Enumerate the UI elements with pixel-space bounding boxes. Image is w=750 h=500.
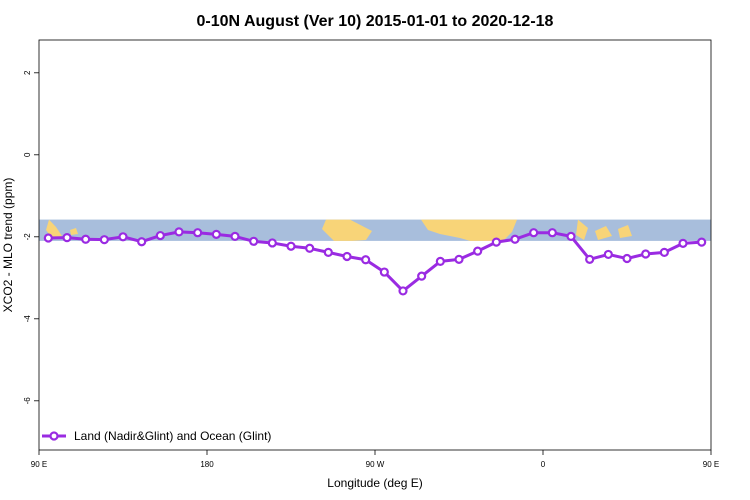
data-point xyxy=(454,254,464,264)
data-point xyxy=(398,286,408,296)
data-point xyxy=(137,237,147,247)
legend: Land (Nadir&Glint) and Ocean (Glint) xyxy=(42,429,271,443)
data-point xyxy=(43,233,53,243)
data-point xyxy=(81,234,91,244)
x-tick-label: 90 E xyxy=(31,460,47,469)
y-axis: 2 0 -2 -4 -6 xyxy=(23,70,39,404)
land-shape xyxy=(618,225,632,238)
data-point xyxy=(174,227,184,237)
data-point xyxy=(379,267,389,277)
data-point xyxy=(678,238,688,248)
y-tick-label: 0 xyxy=(23,152,32,157)
land-shape xyxy=(322,219,372,241)
x-tick-label: 90 E xyxy=(703,460,719,469)
y-tick-label: -2 xyxy=(23,233,32,241)
data-point xyxy=(547,228,557,238)
data-point xyxy=(193,228,203,238)
x-axis-label: Longitude (deg E) xyxy=(327,476,422,490)
data-point xyxy=(603,249,613,260)
data-point xyxy=(230,231,240,241)
y-axis-label: XCO2 - MLO trend (ppm) xyxy=(1,178,15,313)
legend-marker xyxy=(49,431,59,441)
data-point xyxy=(585,254,595,264)
legend-label: Land (Nadir&Glint) and Ocean (Glint) xyxy=(74,429,271,443)
data-point xyxy=(323,247,333,257)
data-point xyxy=(249,236,259,246)
data-point xyxy=(99,235,109,245)
land-shape xyxy=(595,226,612,240)
data-point xyxy=(566,231,576,241)
y-tick-label: 2 xyxy=(23,70,32,75)
x-tick-label: 90 W xyxy=(366,460,385,469)
data-point xyxy=(118,232,128,242)
ocean-strip xyxy=(39,219,711,241)
data-point xyxy=(286,241,296,251)
chart-title: 0-10N August (Ver 10) 2015-01-01 to 2020… xyxy=(197,13,554,30)
y-tick-label: -6 xyxy=(23,397,32,405)
data-point xyxy=(305,243,315,253)
data-point xyxy=(361,255,371,265)
data-point xyxy=(529,228,539,238)
data-point xyxy=(62,233,72,243)
data-point xyxy=(510,234,520,244)
land-shape xyxy=(46,219,62,238)
land-shape xyxy=(576,219,588,240)
y-tick-label: -4 xyxy=(23,315,32,323)
x-tick-label: 180 xyxy=(200,460,214,469)
map-band xyxy=(39,219,711,241)
data-point xyxy=(342,251,352,262)
x-axis: 90 E 180 90 W 0 90 E xyxy=(31,450,719,469)
data-point xyxy=(155,230,165,241)
data-point xyxy=(622,253,632,264)
data-point xyxy=(435,256,445,266)
data-point xyxy=(417,271,427,281)
data-point xyxy=(641,249,651,259)
series-layer xyxy=(43,227,707,296)
land-shape xyxy=(421,219,517,241)
data-point xyxy=(267,238,277,248)
data-point xyxy=(211,229,221,239)
data-point xyxy=(697,237,707,247)
land-shape xyxy=(70,228,78,235)
data-point xyxy=(659,247,669,257)
data-point xyxy=(491,237,501,247)
x-tick-label: 0 xyxy=(541,460,546,469)
data-point xyxy=(473,246,483,256)
